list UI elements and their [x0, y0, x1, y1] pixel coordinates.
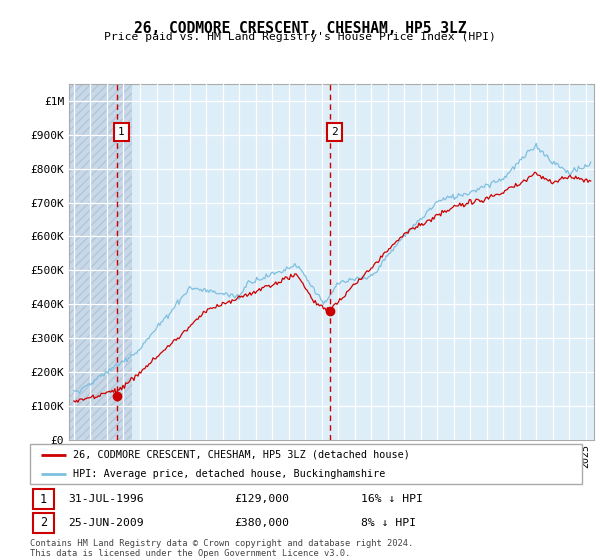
FancyBboxPatch shape: [33, 489, 54, 509]
Text: 2: 2: [331, 127, 338, 137]
Text: 8% ↓ HPI: 8% ↓ HPI: [361, 518, 416, 528]
Text: 25-JUN-2009: 25-JUN-2009: [68, 518, 144, 528]
Text: 31-JUL-1996: 31-JUL-1996: [68, 494, 144, 504]
Text: 16% ↓ HPI: 16% ↓ HPI: [361, 494, 423, 504]
Text: 26, CODMORE CRESCENT, CHESHAM, HP5 3LZ (detached house): 26, CODMORE CRESCENT, CHESHAM, HP5 3LZ (…: [73, 450, 410, 460]
Text: Price paid vs. HM Land Registry's House Price Index (HPI): Price paid vs. HM Land Registry's House …: [104, 32, 496, 43]
Text: £380,000: £380,000: [234, 518, 289, 528]
Text: 2: 2: [40, 516, 47, 529]
Text: 1: 1: [118, 127, 125, 137]
Text: £129,000: £129,000: [234, 494, 289, 504]
FancyBboxPatch shape: [33, 513, 54, 533]
Text: Contains HM Land Registry data © Crown copyright and database right 2024.
This d: Contains HM Land Registry data © Crown c…: [30, 539, 413, 558]
Text: HPI: Average price, detached house, Buckinghamshire: HPI: Average price, detached house, Buck…: [73, 469, 385, 478]
Text: 26, CODMORE CRESCENT, CHESHAM, HP5 3LZ: 26, CODMORE CRESCENT, CHESHAM, HP5 3LZ: [134, 21, 466, 36]
Text: 1: 1: [40, 493, 47, 506]
Bar: [69, 84, 132, 440]
